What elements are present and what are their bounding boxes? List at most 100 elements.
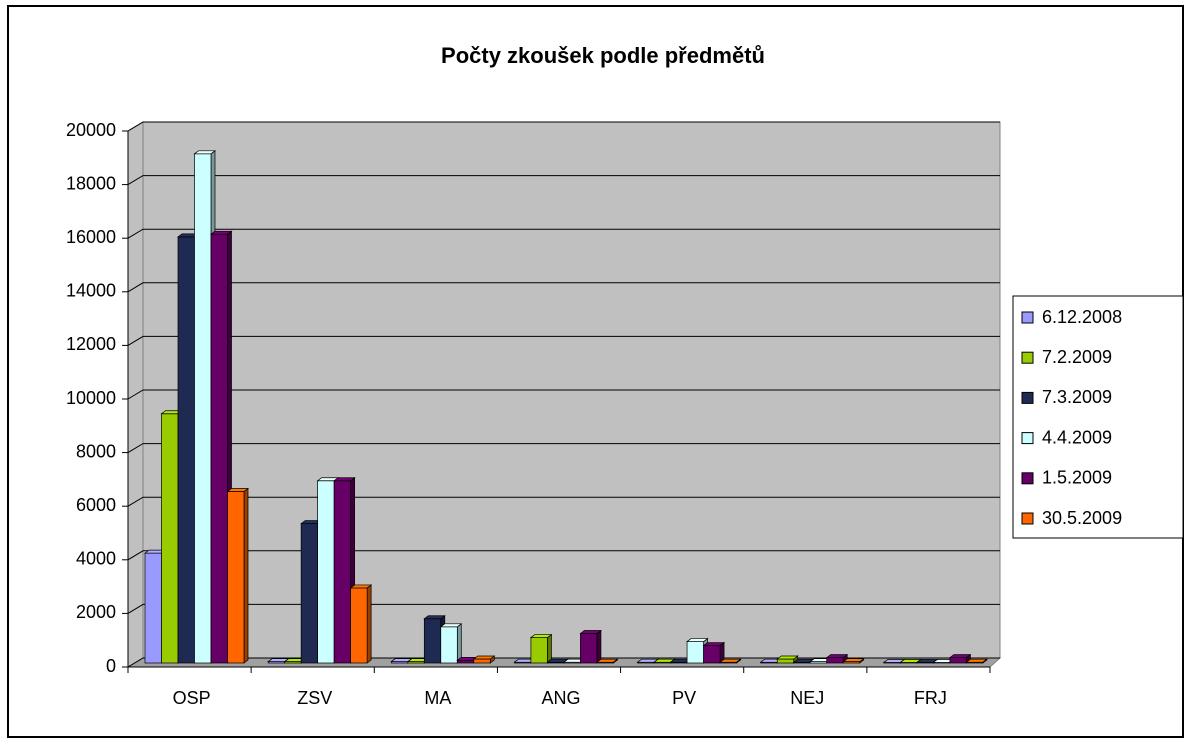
bar-front xyxy=(333,480,351,664)
legend-label: 7.2.2009 xyxy=(1042,347,1112,367)
bar-front xyxy=(473,658,491,664)
bar-side xyxy=(243,487,249,664)
bar xyxy=(439,623,463,664)
bar-top xyxy=(333,477,356,482)
bar-top xyxy=(776,655,799,660)
x-tick-label: PV xyxy=(672,688,696,708)
bar-front xyxy=(530,637,548,664)
bar-top xyxy=(965,658,988,663)
bar-front xyxy=(580,633,598,664)
bar-top xyxy=(209,230,233,235)
y-tick-label: 12000 xyxy=(66,334,116,354)
bar xyxy=(595,658,619,664)
y-tick-label: 16000 xyxy=(66,227,116,247)
bar-top xyxy=(686,638,709,642)
bar-top xyxy=(423,615,446,620)
x-tick-label: NEJ xyxy=(790,688,824,708)
grid-line xyxy=(127,228,1000,239)
bar xyxy=(349,584,373,664)
bar-top xyxy=(702,642,726,646)
bar-front xyxy=(144,552,162,664)
y-tick-label: 4000 xyxy=(76,549,116,569)
bar xyxy=(579,629,602,664)
bar-front xyxy=(194,153,212,664)
x-tick-label: ZSV xyxy=(297,688,332,708)
y-tick-label: 20000 xyxy=(66,120,116,140)
legend-swatch xyxy=(1021,351,1034,364)
bar-front xyxy=(949,657,967,664)
grid-line xyxy=(127,335,1000,346)
bar-front xyxy=(210,233,228,664)
bar xyxy=(529,633,553,664)
bar-top xyxy=(842,658,865,663)
grid-line xyxy=(127,443,1000,454)
grid-line xyxy=(127,121,1000,132)
y-tick-label: 10000 xyxy=(66,388,116,408)
bar-top xyxy=(948,654,972,658)
grid-line xyxy=(127,603,1000,614)
bar-front xyxy=(440,626,458,664)
bar-top xyxy=(226,488,250,492)
legend-swatch xyxy=(1021,432,1034,445)
legend-swatch xyxy=(1021,311,1034,324)
y-tick-label: 6000 xyxy=(76,495,116,515)
bar-front xyxy=(161,413,179,664)
bar-top xyxy=(825,654,849,658)
grid-line xyxy=(127,550,1000,561)
grid-line xyxy=(127,282,1000,293)
y-tick-label: 2000 xyxy=(76,602,116,622)
grid-line xyxy=(127,175,1000,186)
legend-label: 4.4.2009 xyxy=(1042,427,1112,447)
x-tick-label: FRJ xyxy=(914,688,947,708)
bar-side xyxy=(596,629,602,664)
bar-front xyxy=(826,657,844,664)
bar-front xyxy=(177,236,195,664)
grid-line xyxy=(127,389,1000,400)
bar-side xyxy=(456,623,462,664)
legend-label: 1.5.2009 xyxy=(1042,468,1112,488)
bar-front xyxy=(300,523,318,664)
x-tick-label: ANG xyxy=(541,688,580,708)
legend-label: 30.5.2009 xyxy=(1042,508,1122,528)
grid-line xyxy=(127,496,1000,507)
bar xyxy=(842,657,865,664)
bar xyxy=(719,658,742,664)
bar xyxy=(472,655,496,664)
bar xyxy=(702,641,726,664)
bar-front xyxy=(686,641,704,664)
bar xyxy=(825,653,849,664)
y-tick-label: 0 xyxy=(106,656,116,676)
chart-title: Počty zkoušek podle předmětů xyxy=(441,43,765,68)
y-tick-label: 8000 xyxy=(76,441,116,461)
bar-front xyxy=(776,658,795,664)
legend xyxy=(1012,295,1184,539)
bar xyxy=(948,653,972,664)
x-tick-label: MA xyxy=(424,688,451,708)
bar-front xyxy=(456,659,475,664)
y-tick-label: 18000 xyxy=(66,173,116,193)
bar-top xyxy=(595,658,619,663)
bar xyxy=(226,487,250,664)
bar-front xyxy=(317,480,335,664)
legend-label: 6.12.2008 xyxy=(1042,307,1122,327)
bar-top xyxy=(579,630,602,634)
legend-swatch xyxy=(1021,512,1034,525)
bar-top xyxy=(719,658,742,663)
legend-swatch xyxy=(1021,472,1034,485)
bar xyxy=(965,658,988,664)
bar-side xyxy=(547,633,552,664)
bar-top xyxy=(439,623,463,628)
y-tick-label: 14000 xyxy=(66,281,116,301)
bar-front xyxy=(703,645,721,664)
legend-label: 7.3.2009 xyxy=(1042,387,1112,407)
bar-top xyxy=(529,634,553,638)
bar-top xyxy=(193,150,217,155)
x-tick-label: OSP xyxy=(173,688,211,708)
bar-front xyxy=(423,618,442,664)
bar-side xyxy=(366,584,372,664)
bar-front xyxy=(350,587,368,664)
bar-front xyxy=(227,491,245,664)
bar-top xyxy=(349,584,373,589)
bar-top xyxy=(472,655,496,660)
